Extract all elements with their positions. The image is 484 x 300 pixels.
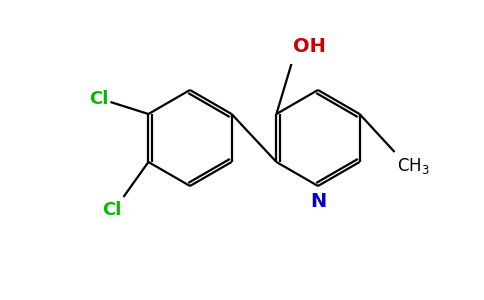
Text: CH$_3$: CH$_3$ [396, 156, 429, 176]
Text: Cl: Cl [89, 90, 108, 108]
Text: N: N [310, 192, 326, 211]
Text: Cl: Cl [102, 201, 121, 219]
Text: OH: OH [293, 37, 326, 56]
